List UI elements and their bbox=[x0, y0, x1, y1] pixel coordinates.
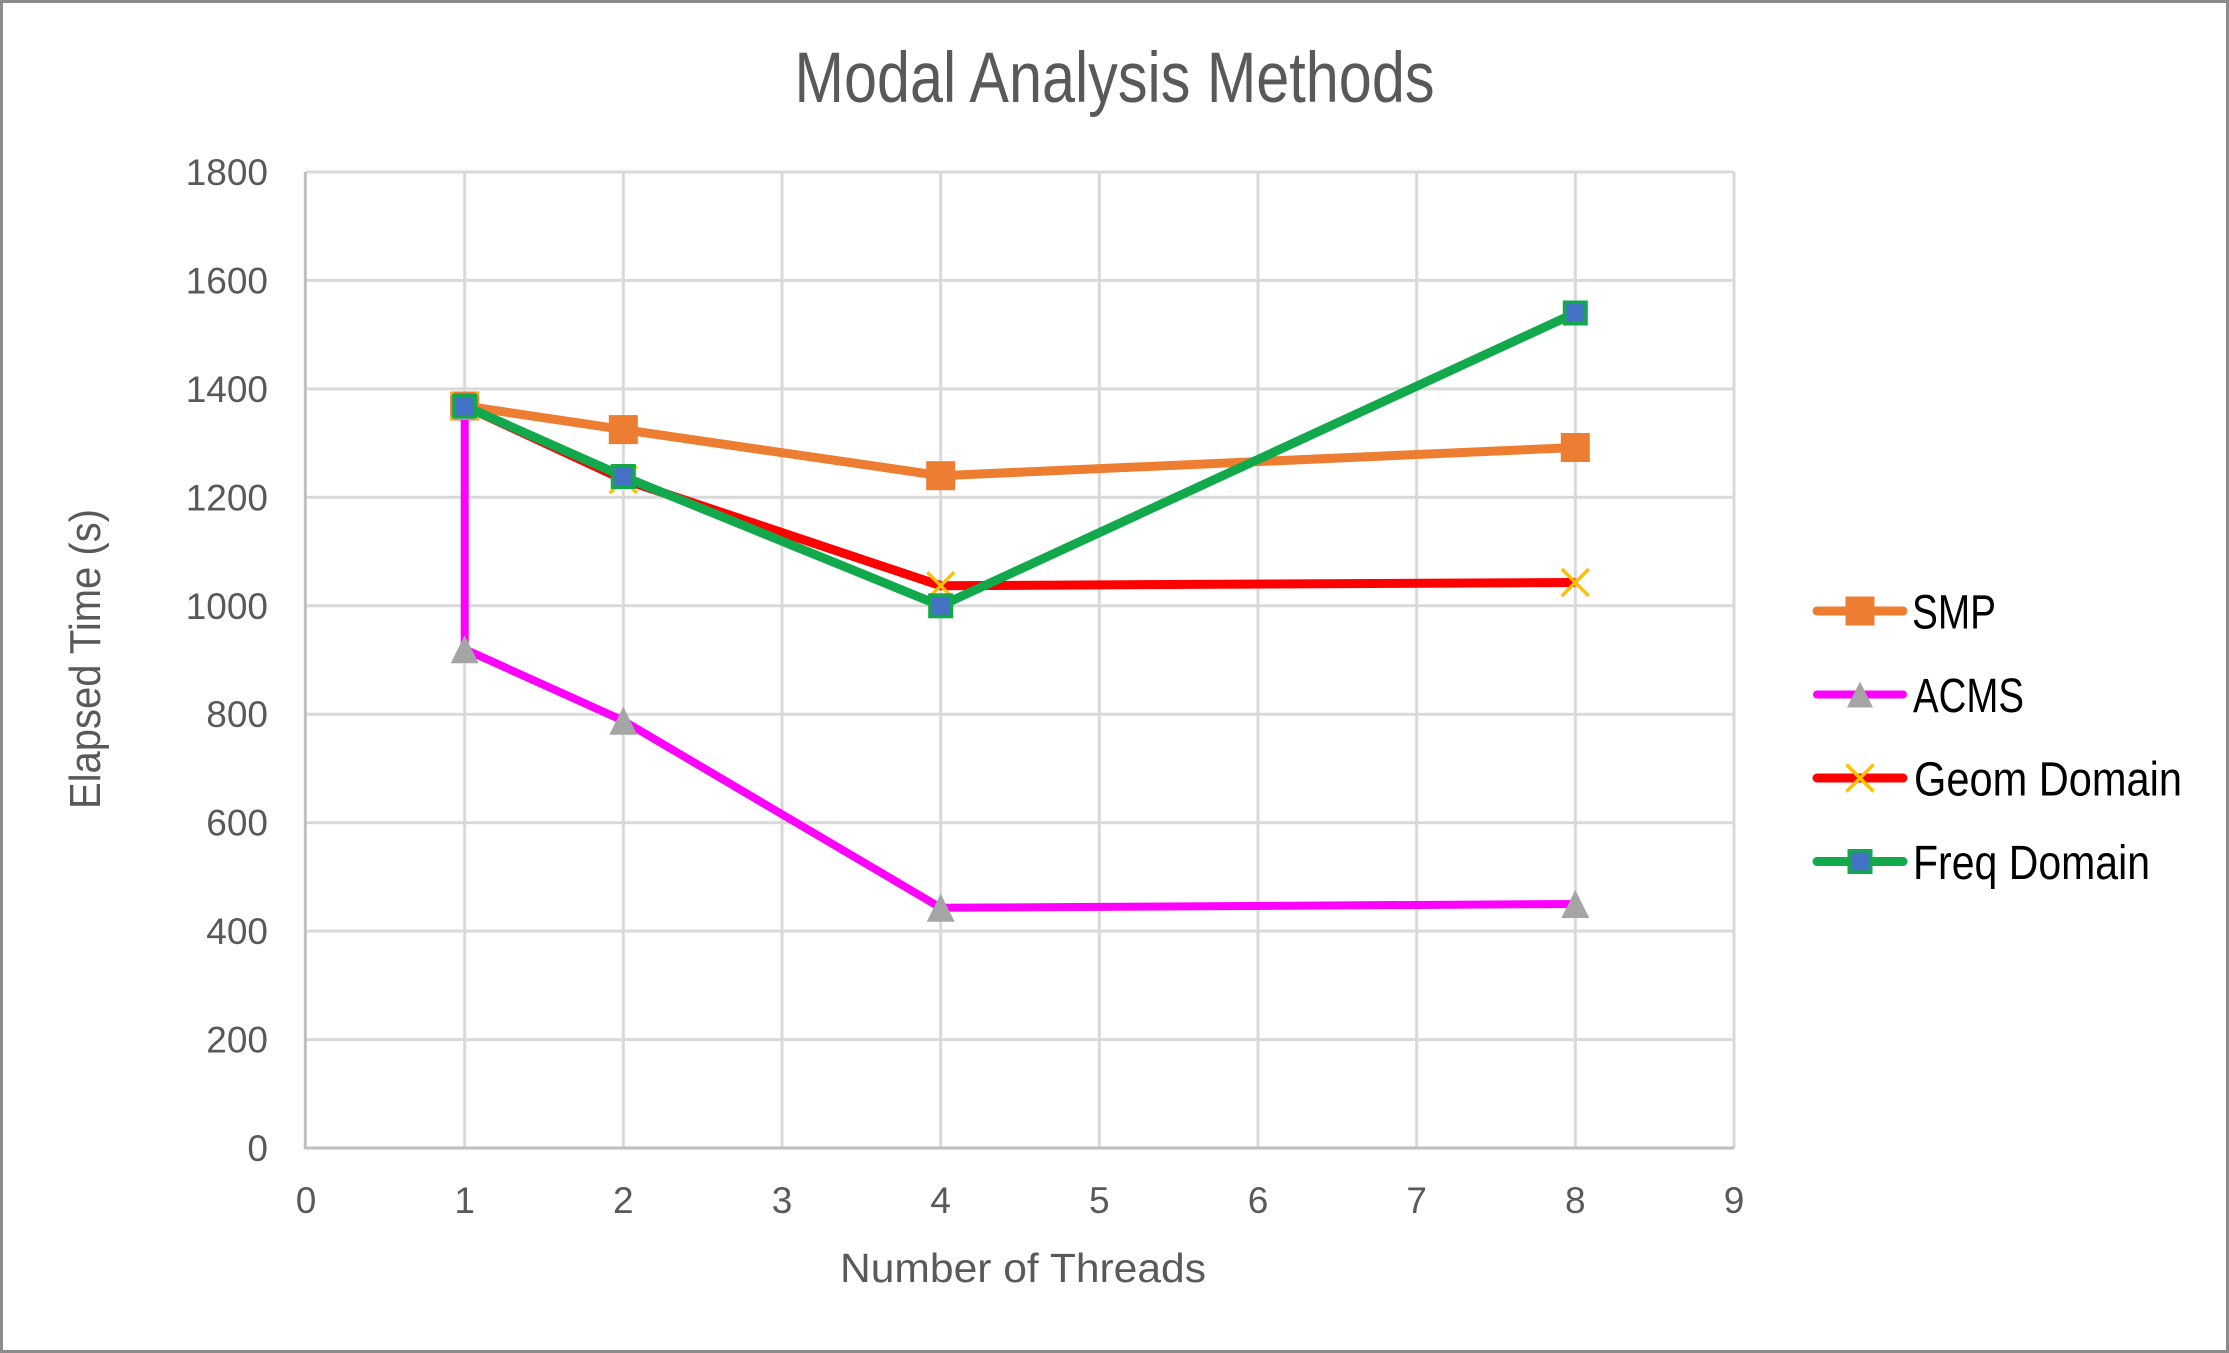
svg-text:0: 0 bbox=[296, 1180, 317, 1221]
svg-text:1000: 1000 bbox=[186, 586, 268, 627]
svg-text:8: 8 bbox=[1565, 1180, 1586, 1221]
svg-text:ACMS: ACMS bbox=[1913, 670, 2024, 723]
svg-text:Freq Domain: Freq Domain bbox=[1913, 837, 2150, 890]
svg-text:200: 200 bbox=[206, 1020, 268, 1061]
svg-text:0: 0 bbox=[247, 1128, 268, 1169]
svg-text:3: 3 bbox=[772, 1180, 793, 1221]
svg-text:1: 1 bbox=[454, 1180, 475, 1221]
svg-text:400: 400 bbox=[206, 911, 268, 952]
svg-text:5: 5 bbox=[1089, 1180, 1110, 1221]
svg-text:800: 800 bbox=[206, 694, 268, 735]
svg-text:7: 7 bbox=[1406, 1180, 1427, 1221]
svg-text:1600: 1600 bbox=[186, 260, 268, 301]
svg-text:1400: 1400 bbox=[186, 369, 268, 410]
svg-text:9: 9 bbox=[1724, 1180, 1745, 1221]
svg-text:SMP: SMP bbox=[1912, 587, 1996, 640]
svg-text:Elapsed Time (s): Elapsed Time (s) bbox=[61, 509, 110, 809]
svg-text:Geom Domain: Geom Domain bbox=[1914, 754, 2182, 807]
svg-text:Number of Threads: Number of Threads bbox=[840, 1245, 1206, 1291]
svg-text:2: 2 bbox=[613, 1180, 634, 1221]
svg-text:Modal Analysis Methods: Modal Analysis Methods bbox=[795, 39, 1435, 118]
svg-text:1800: 1800 bbox=[186, 152, 268, 193]
svg-text:6: 6 bbox=[1248, 1180, 1269, 1221]
svg-text:600: 600 bbox=[206, 803, 268, 844]
svg-text:4: 4 bbox=[930, 1180, 951, 1221]
svg-text:1200: 1200 bbox=[186, 477, 268, 518]
